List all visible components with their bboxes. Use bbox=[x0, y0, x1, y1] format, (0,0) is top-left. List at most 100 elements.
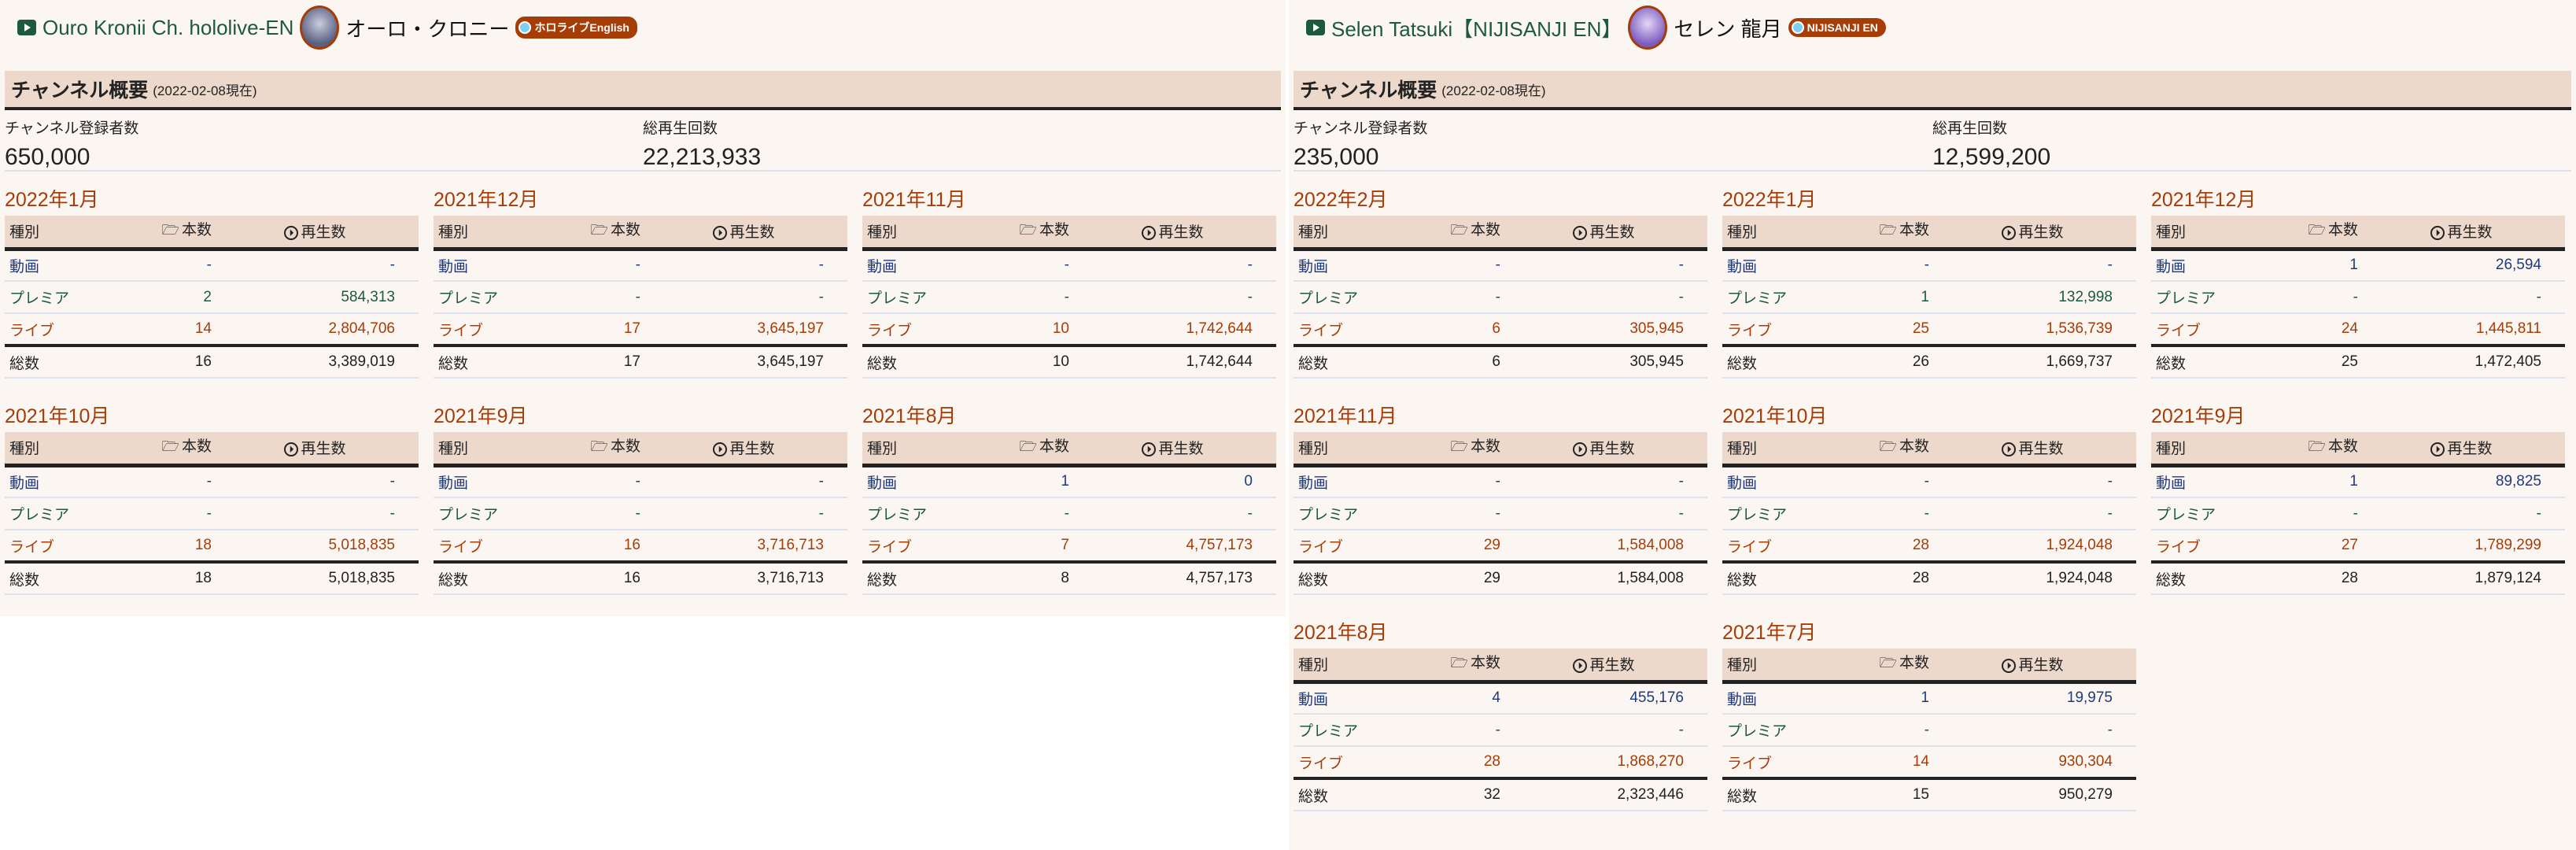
row-views: 26,594 bbox=[2357, 249, 2565, 282]
table-header-row: 種別 🗁 本数 ⏵ 再生数 bbox=[434, 432, 847, 468]
monthly-table: 種別 🗁 本数 ⏵ 再生数 動画 4 455,176 プレミア - - ライブ 28 1,868,270 総… bbox=[1294, 649, 1707, 811]
talent-name: オーロ・クロニー bbox=[345, 17, 510, 41]
row-views: - bbox=[1500, 714, 1707, 747]
monthly-table: 種別 🗁 本数 ⏵ 再生数 動画 - - プレミア - - ライブ 6 305,945 総数 6 305,945 bbox=[1294, 216, 1707, 379]
channel-header: Selen Tatsuki【NIJISANJI EN】 セレン 龍月 NIJISAN… bbox=[1294, 0, 2571, 55]
folder-icon: 🗁 bbox=[1450, 438, 1468, 455]
table-row: 動画 - - bbox=[862, 249, 1276, 282]
play-circle-icon: ⏵ bbox=[1573, 226, 1588, 241]
channel-name-link[interactable]: Selen Tatsuki【NIJISANJI EN】 bbox=[1331, 17, 1622, 41]
avatar[interactable] bbox=[300, 6, 340, 50]
count-header[interactable]: 🗁 本数 bbox=[2287, 216, 2358, 251]
row-count: 28 bbox=[2287, 560, 2358, 595]
month-title: 2021年8月 bbox=[862, 405, 957, 427]
total-views-value: 12,599,200 bbox=[1932, 144, 2051, 170]
row-type: ライブ bbox=[1294, 313, 1430, 346]
views-header-label: 再生数 bbox=[2018, 657, 2064, 674]
count-header[interactable]: 🗁 本数 bbox=[1430, 432, 1500, 468]
youtube-icon[interactable] bbox=[1306, 20, 1325, 35]
youtube-icon[interactable] bbox=[17, 20, 36, 35]
row-type: 総数 bbox=[434, 560, 570, 595]
as-of-date: (2022-02-08現在) bbox=[1441, 83, 1546, 98]
row-type: ライブ bbox=[5, 530, 142, 563]
views-header[interactable]: ⏵ 再生数 bbox=[1068, 216, 1276, 251]
table-header-row: 種別 🗁 本数 ⏵ 再生数 bbox=[1294, 649, 1707, 684]
count-header[interactable]: 🗁 本数 bbox=[1858, 432, 1929, 468]
count-header[interactable]: 🗁 本数 bbox=[570, 432, 640, 468]
views-header[interactable]: ⏵ 再生数 bbox=[1928, 216, 2136, 251]
row-views: 950,279 bbox=[1928, 777, 2136, 811]
table-row: ライブ 17 3,645,197 bbox=[434, 313, 847, 346]
play-circle-icon: ⏵ bbox=[2430, 442, 2445, 457]
views-header[interactable]: ⏵ 再生数 bbox=[640, 216, 847, 251]
type-header: 種別 bbox=[1294, 216, 1430, 251]
table-row: プレミア - - bbox=[434, 497, 847, 530]
table-header-row: 種別 🗁 本数 ⏵ 再生数 bbox=[862, 216, 1276, 251]
views-header[interactable]: ⏵ 再生数 bbox=[211, 216, 419, 251]
row-views: 2,804,706 bbox=[211, 313, 419, 346]
monthly-table: 種別 🗁 本数 ⏵ 再生数 動画 - - プレミア - - ライブ 16 3,716,713 総数 16 3,7… bbox=[434, 432, 847, 595]
avatar[interactable] bbox=[1628, 6, 1668, 50]
table-row: 総数 26 1,669,737 bbox=[1722, 344, 2136, 379]
row-count: - bbox=[1858, 714, 1929, 747]
channel-name-link[interactable]: Ouro Kronii Ch. hololive-EN bbox=[42, 15, 294, 39]
play-circle-icon: ⏵ bbox=[1142, 226, 1157, 241]
views-header[interactable]: ⏵ 再生数 bbox=[2357, 216, 2565, 251]
table-row: プレミア - - bbox=[5, 497, 419, 530]
row-views: 1,669,737 bbox=[1928, 344, 2136, 379]
table-row: プレミア - - bbox=[1294, 497, 1707, 530]
count-header-label: 本数 bbox=[181, 222, 212, 239]
views-header[interactable]: ⏵ 再生数 bbox=[1500, 216, 1707, 251]
row-views: 930,304 bbox=[1928, 746, 2136, 779]
count-header[interactable]: 🗁 本数 bbox=[1858, 649, 1929, 684]
row-count: 17 bbox=[570, 344, 640, 379]
table-row: プレミア - - bbox=[2151, 497, 2565, 530]
row-count: 1 bbox=[1858, 281, 1929, 314]
count-header[interactable]: 🗁 本数 bbox=[998, 216, 1069, 251]
views-header[interactable]: ⏵ 再生数 bbox=[1500, 649, 1707, 684]
affiliation-badge[interactable]: ホロライブEnglish bbox=[515, 17, 637, 39]
row-type: 総数 bbox=[2151, 344, 2288, 379]
row-count: - bbox=[1858, 497, 1929, 530]
row-count: - bbox=[998, 497, 1069, 530]
count-header[interactable]: 🗁 本数 bbox=[998, 432, 1069, 468]
type-header: 種別 bbox=[1294, 649, 1430, 684]
count-header[interactable]: 🗁 本数 bbox=[141, 216, 212, 251]
row-views: 584,313 bbox=[211, 281, 419, 314]
views-header-label: 再生数 bbox=[1589, 441, 1635, 458]
row-views: - bbox=[211, 497, 419, 530]
row-views: 1,584,008 bbox=[1500, 560, 1707, 595]
type-header: 種別 bbox=[5, 216, 142, 251]
count-header[interactable]: 🗁 本数 bbox=[1430, 649, 1500, 684]
views-header-label: 再生数 bbox=[301, 441, 346, 458]
views-header-label: 再生数 bbox=[1589, 224, 1635, 242]
count-header[interactable]: 🗁 本数 bbox=[141, 432, 212, 468]
views-header[interactable]: ⏵ 再生数 bbox=[1068, 432, 1276, 468]
play-circle-icon: ⏵ bbox=[1573, 659, 1588, 674]
views-header[interactable]: ⏵ 再生数 bbox=[1928, 649, 2136, 684]
row-type: ライブ bbox=[862, 313, 999, 346]
table-header-row: 種別 🗁 本数 ⏵ 再生数 bbox=[1722, 216, 2136, 251]
table-row: 動画 - - bbox=[434, 465, 847, 498]
views-header[interactable]: ⏵ 再生数 bbox=[1928, 432, 2136, 468]
views-header[interactable]: ⏵ 再生数 bbox=[640, 432, 847, 468]
count-header[interactable]: 🗁 本数 bbox=[1430, 216, 1500, 251]
views-header[interactable]: ⏵ 再生数 bbox=[211, 432, 419, 468]
row-type: 総数 bbox=[862, 560, 999, 595]
row-views: 4,757,173 bbox=[1068, 530, 1276, 563]
count-header[interactable]: 🗁 本数 bbox=[2287, 432, 2358, 468]
table-row: ライブ 14 930,304 bbox=[1722, 746, 2136, 779]
month-section: 2022年2月 種別 🗁 本数 ⏵ 再生数 動画 - - プレミア - - ライブ 6 305,945 総数 6… bbox=[1294, 184, 1707, 379]
views-header[interactable]: ⏵ 再生数 bbox=[1500, 432, 1707, 468]
views-header-label: 再生数 bbox=[1158, 441, 1204, 458]
row-type: 動画 bbox=[862, 249, 999, 282]
row-views: 455,176 bbox=[1500, 682, 1707, 715]
views-header[interactable]: ⏵ 再生数 bbox=[2357, 432, 2565, 468]
count-header[interactable]: 🗁 本数 bbox=[1858, 216, 1929, 251]
count-header[interactable]: 🗁 本数 bbox=[570, 216, 640, 251]
row-views: 3,716,713 bbox=[640, 530, 847, 563]
affiliation-badge[interactable]: NIJISANJI EN bbox=[1788, 18, 1886, 37]
row-type: 動画 bbox=[1722, 682, 1859, 715]
affiliation-logo-icon bbox=[1791, 21, 1804, 34]
